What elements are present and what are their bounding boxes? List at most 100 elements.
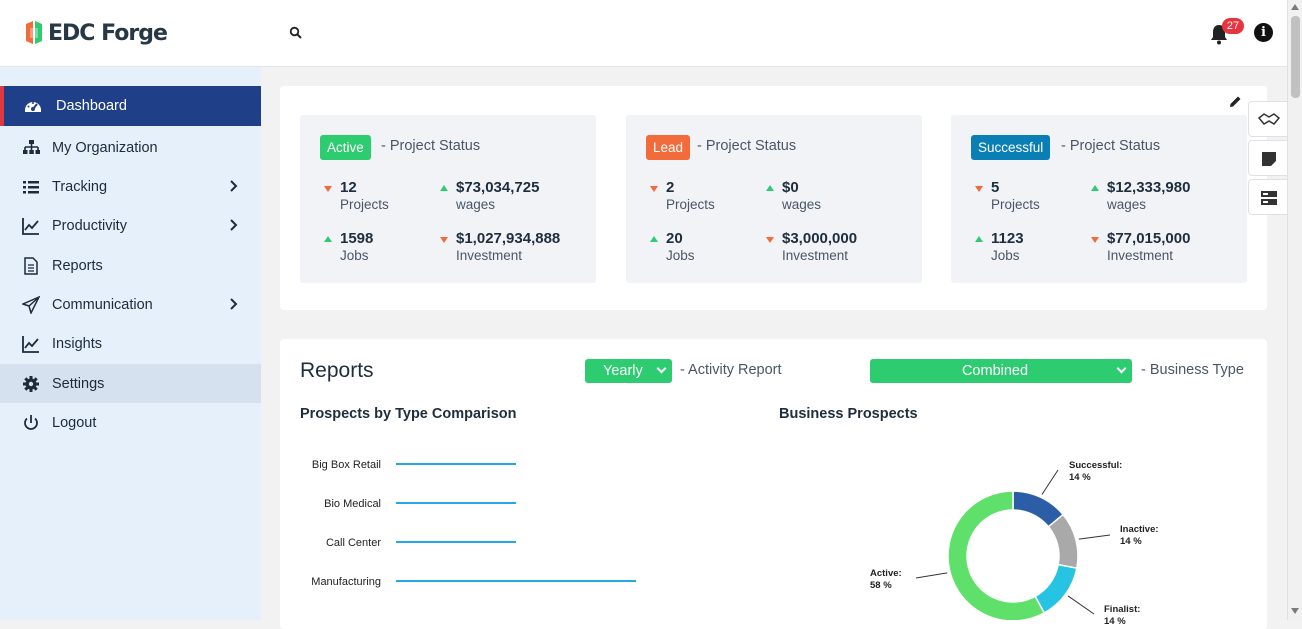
sidebar-item-reports[interactable]: Reports [0,246,261,285]
status-card-subtitle: - Project Status [381,138,481,154]
line-chart-icon [22,218,39,235]
trend-down-icon [1091,237,1099,243]
server-tool-button[interactable] [1248,179,1288,215]
metric-value: $73,034,725 [456,179,540,196]
insights-chart-icon [22,336,39,353]
metric-value: 1123 [991,230,1024,247]
metric-label: wages [456,197,496,212]
scroll-down-arrow-icon[interactable] [1291,608,1299,614]
bar-category-label: Bio Medical [324,498,381,510]
chevron-right-icon [230,219,238,231]
trend-up-icon [650,236,658,242]
search-icon[interactable] [289,26,303,40]
donut-slice-label: Successful: 14 % [1069,460,1123,483]
sidebar-item-label: Reports [52,257,103,274]
sidebar-item-dashboard[interactable]: Dashboard [0,86,261,126]
sidebar-item-tracking[interactable]: Tracking [0,167,261,206]
metric-label: Projects [340,197,389,212]
status-card-subtitle: - Project Status [1061,138,1161,154]
handshake-tool-button[interactable] [1248,101,1288,137]
bar-mark[interactable] [396,463,516,465]
sidebar-item-label: Insights [52,335,102,352]
info-icon[interactable]: i [1254,23,1273,42]
bar-mark[interactable] [396,580,636,582]
trend-down-icon [324,186,332,192]
sidebar-item-label: Logout [52,414,97,431]
notification-count-badge: 27 [1222,18,1244,34]
power-icon [24,415,38,430]
metric-value: $0 [782,179,799,196]
metric-value: $1,027,934,888 [456,230,561,247]
reports-title: Reports [300,359,374,382]
metric-label: Jobs [991,248,1020,263]
app-name: EDC Forge [48,20,168,46]
status-chip-active: Active [320,135,371,160]
sidebar-item-communication[interactable]: Communication [0,285,261,324]
metric-value: 20 [666,230,683,247]
metric-label: Projects [666,197,715,212]
sidebar-item-productivity[interactable]: Productivity [0,206,261,245]
server-icon [1261,191,1277,205]
sidebar-item-logout[interactable]: Logout [0,403,261,442]
sidebar-item-insights[interactable]: Insights [0,324,261,363]
business-type-select-value: Combined [961,363,1029,379]
org-chart-icon [23,140,40,154]
bar-chart-title: Prospects by Type Comparison [300,406,517,422]
bar-category-label: Call Center [325,537,381,549]
donut-slice-label: Active: 58 % [870,568,902,591]
dashboard-gauge-icon [25,102,41,112]
metric-label: Jobs [340,248,369,263]
metric-label: Jobs [666,248,695,263]
sticky-note-icon [1262,152,1276,166]
trend-down-icon [440,237,448,243]
metric-value: 2 [666,179,675,196]
list-icon [23,181,39,194]
metric-value: $12,333,980 [1107,179,1191,196]
donut-slice-label: Finalist: 14 % [1104,604,1141,627]
metric-label: wages [1107,197,1147,212]
sidebar-item-label: Settings [52,375,105,392]
metric-value: 1598 [340,230,374,247]
sidebar-item-my-organization[interactable]: My Organization [0,128,261,167]
note-tool-button[interactable] [1248,140,1288,176]
bar-mark[interactable] [396,541,516,543]
chevron-right-icon [230,180,238,192]
metric-label: Investment [782,248,849,263]
sidebar [0,67,261,620]
pie-chart-title: Business Prospects [779,406,918,422]
status-card-lead: Lead - Project Status 2 Projects $0 wage… [626,115,922,283]
status-chip-successful: Successful [971,135,1051,160]
sidebar-item-settings[interactable]: Settings [0,364,261,403]
page-scrollbar[interactable] [1287,0,1302,620]
sidebar-item-label: Communication [52,296,153,313]
period-select[interactable]: Yearly [585,359,672,383]
sidebar-item-label: My Organization [52,139,158,156]
scroll-thumb[interactable] [1291,16,1300,98]
trend-up-icon [1091,185,1099,191]
period-select-value: Yearly [603,363,643,379]
metric-label: Investment [456,248,523,263]
scroll-up-arrow-icon[interactable] [1291,4,1299,10]
gear-icon [23,376,39,392]
metric-value: $3,000,000 [782,230,858,247]
metric-value: $77,015,000 [1107,230,1191,247]
logo-icon [26,21,42,44]
status-card-successful: Successful - Project Status 5 Projects $… [951,115,1247,283]
top-header: EDC Forge 27 i [0,0,1287,67]
status-chip-lead: Lead [646,135,691,160]
business-type-select[interactable]: Combined [870,359,1132,383]
paper-plane-icon [22,296,40,314]
trend-up-icon [440,185,448,191]
metric-label: Projects [991,197,1040,212]
bar-category-label: Manufacturing [311,576,381,588]
metric-value: 5 [991,179,1000,196]
pencil-edit-icon[interactable] [1229,95,1242,108]
document-icon [24,257,38,275]
trend-down-icon [766,237,774,243]
sidebar-item-label: Productivity [52,217,127,234]
app-logo[interactable]: EDC Forge [24,20,168,46]
bar-mark[interactable] [396,502,516,504]
handshake-icon [1258,113,1280,125]
metric-label: Investment [1107,248,1174,263]
trend-up-icon [324,236,332,242]
